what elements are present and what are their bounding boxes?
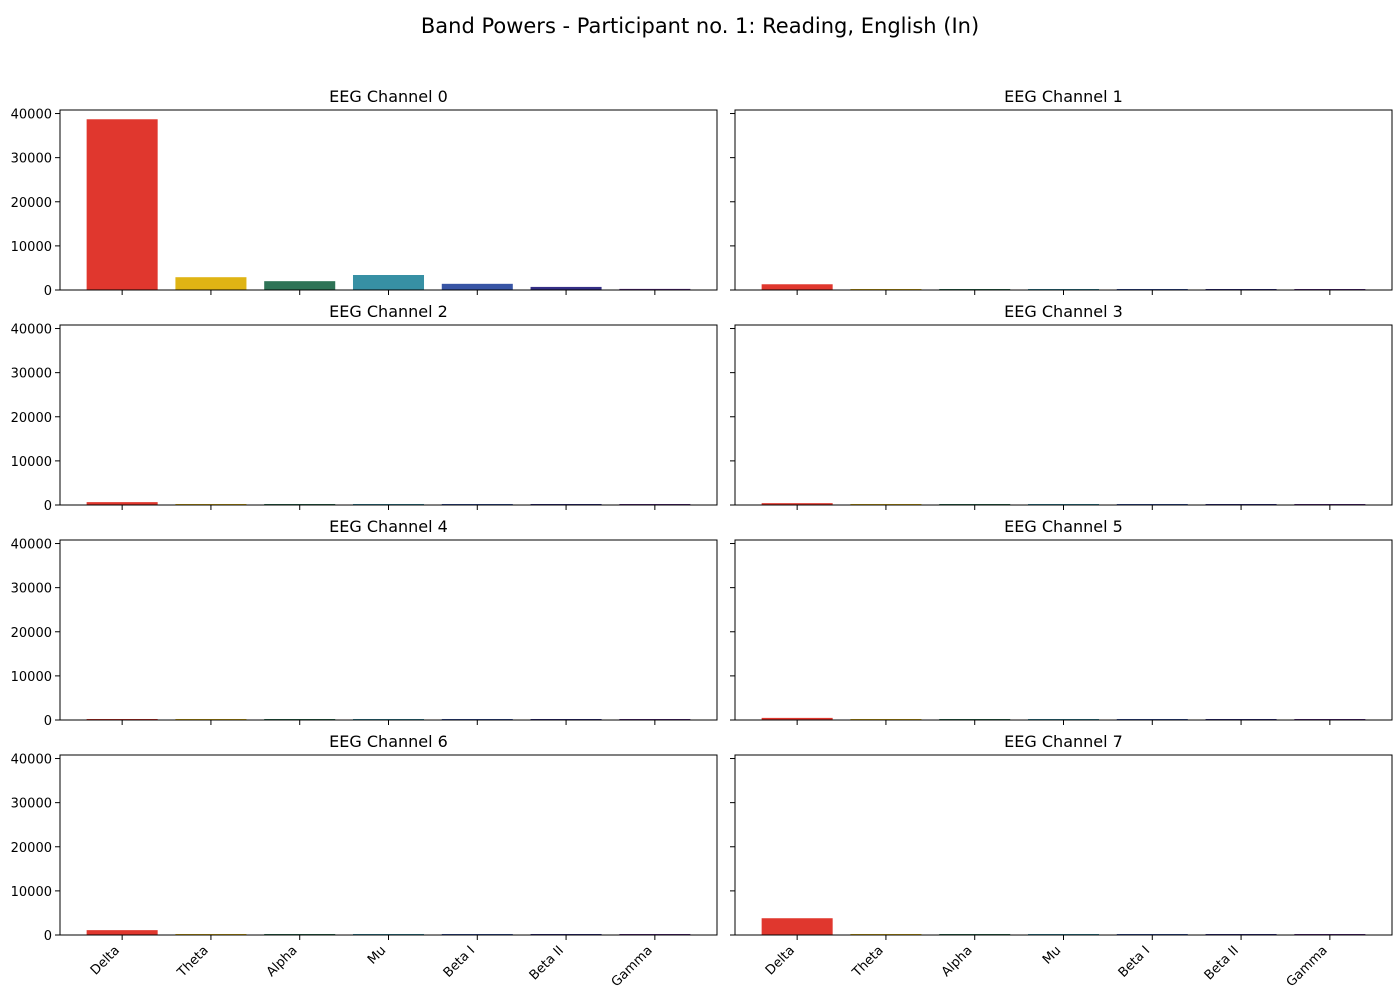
subplot-title: EEG Channel 5 [1004, 517, 1123, 536]
y-tick-label: 40000 [11, 753, 52, 768]
bar-beta-ii [530, 286, 602, 290]
axes-frame [734, 324, 1393, 506]
bar-delta [761, 503, 833, 505]
y-tick-label: 10000 [11, 240, 52, 255]
x-tick-label: Mu [365, 943, 389, 967]
y-tick-label: 40000 [11, 538, 52, 553]
x-tick-label: Beta I [441, 943, 478, 980]
bar-delta [86, 119, 158, 290]
bar-delta [86, 502, 158, 505]
y-tick-label: 30000 [11, 582, 52, 597]
y-tick-label: 20000 [11, 411, 52, 426]
y-tick-label: 40000 [11, 323, 52, 338]
bar-delta [761, 918, 833, 935]
subplot-4: EEG Channel 4 0 10000 20000 30000 40000 [11, 517, 718, 729]
subplot-2: EEG Channel 2 0 10000 20000 30000 40000 [11, 302, 718, 514]
y-tick-label: 40000 [11, 108, 52, 123]
subplot-title: EEG Channel 3 [1004, 302, 1123, 321]
axes-frame [59, 754, 718, 936]
axes-frame [59, 539, 718, 721]
bar-mu [352, 275, 425, 290]
bar-theta [175, 277, 247, 290]
x-tick-label: Alpha [939, 943, 976, 980]
subplot-title: EEG Channel 1 [1004, 87, 1123, 106]
y-tick-label: 0 [44, 284, 52, 299]
axes-frame [59, 324, 718, 506]
x-tick-label: Gamma [609, 943, 656, 990]
bar-delta [86, 930, 158, 935]
figure-title: Band Powers - Participant no. 1: Reading… [420, 14, 980, 38]
bar-beta-i [441, 283, 513, 290]
y-tick-label: 30000 [11, 797, 52, 812]
subplot-title: EEG Channel 6 [329, 732, 448, 751]
x-tick-label: Delta [763, 943, 798, 978]
axes-frame [734, 539, 1393, 721]
bar-gamma [619, 288, 691, 290]
y-tick-label: 30000 [11, 367, 52, 382]
y-tick-label: 30000 [11, 152, 52, 167]
subplot-5: EEG Channel 5 [730, 517, 1393, 725]
y-tick-label: 10000 [11, 670, 52, 685]
y-tick-label: 0 [44, 929, 52, 944]
x-tick-label: Alpha [264, 943, 301, 980]
subplot-1: EEG Channel 1 [730, 87, 1393, 295]
subplot-0: EEG Channel 0 0 10000 20000 30000 40000 [11, 87, 718, 299]
y-tick-label: 20000 [11, 626, 52, 641]
x-tick-label: Delta [88, 943, 123, 978]
x-tick-label: Theta [174, 943, 212, 981]
axes-frame [59, 109, 718, 291]
subplot-title: EEG Channel 4 [329, 517, 448, 536]
x-tick-label: Beta I [1116, 943, 1153, 980]
y-tick-label: 0 [44, 714, 52, 729]
x-tick-label: Mu [1040, 943, 1064, 967]
subplot-title: EEG Channel 2 [329, 302, 448, 321]
y-tick-label: 10000 [11, 885, 52, 900]
subplot-title: EEG Channel 7 [1004, 732, 1123, 751]
bar-delta [761, 284, 833, 290]
axes-frame [734, 754, 1393, 936]
bar-alpha [264, 281, 336, 290]
subplot-6: EEG Channel 6 Delta Theta Alpha Mu Beta I Beta… [11, 732, 718, 990]
x-tick-label: Gamma [1284, 943, 1331, 990]
subplot-title: EEG Channel 0 [329, 87, 448, 106]
y-tick-label: 10000 [11, 455, 52, 470]
subplot-7: EEG Channel 7 Delta Theta Alpha Mu Beta I Beta… [730, 732, 1393, 990]
bar-delta [761, 717, 833, 720]
subplot-3: EEG Channel 3 [730, 302, 1393, 510]
x-tick-label: Beta II [1202, 943, 1242, 983]
x-tick-label: Beta II [527, 943, 567, 983]
axes-frame [734, 109, 1393, 291]
y-tick-label: 20000 [11, 196, 52, 211]
y-tick-label: 20000 [11, 841, 52, 856]
y-tick-label: 0 [44, 499, 52, 514]
x-tick-label: Theta [849, 943, 887, 981]
